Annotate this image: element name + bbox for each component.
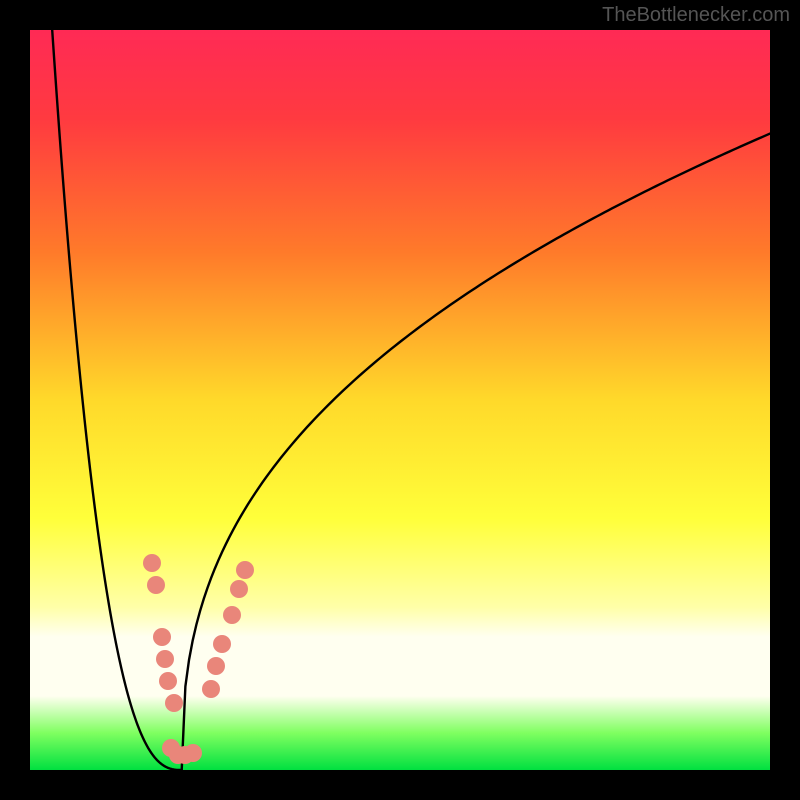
data-marker (165, 694, 183, 712)
chart-plot-area (30, 30, 770, 770)
data-marker (230, 580, 248, 598)
data-marker (236, 561, 254, 579)
chart-curves-svg (30, 30, 770, 770)
watermark-text: TheBottlenecker.com (602, 4, 790, 27)
data-marker (223, 606, 241, 624)
data-marker (213, 635, 231, 653)
root-canvas: TheBottlenecker.com (0, 0, 800, 800)
data-marker (207, 657, 225, 675)
data-marker (184, 744, 202, 762)
data-marker (159, 672, 177, 690)
curve-segment (182, 134, 770, 770)
data-marker (202, 680, 220, 698)
data-marker (153, 628, 171, 646)
data-marker (147, 576, 165, 594)
data-marker (143, 554, 161, 572)
data-marker (156, 650, 174, 668)
